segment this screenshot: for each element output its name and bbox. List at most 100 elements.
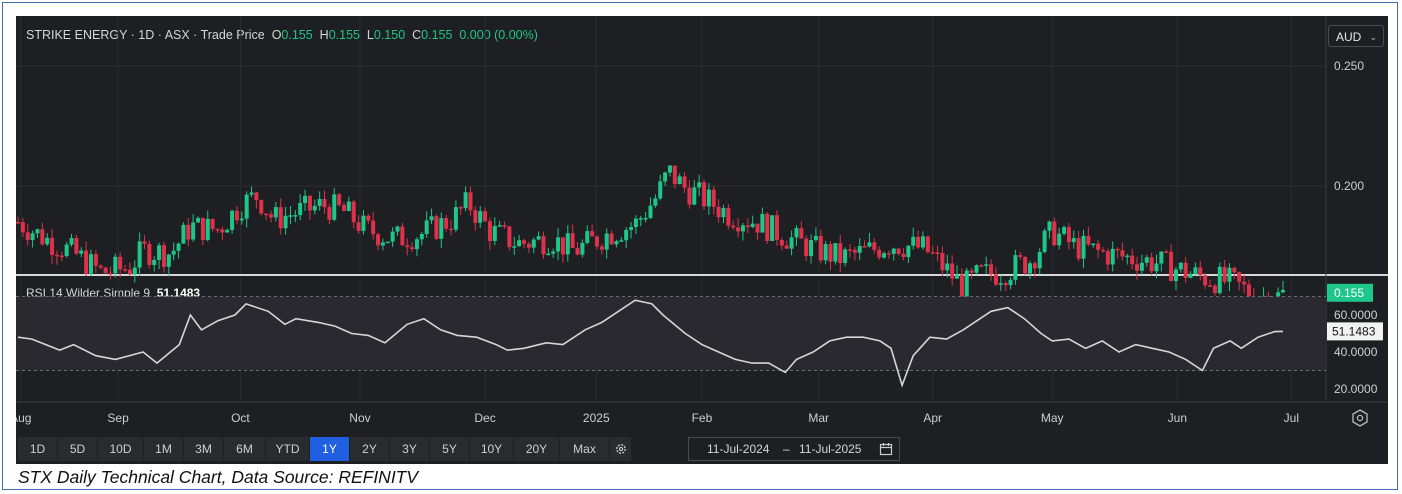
candle-body: [580, 242, 585, 255]
chevron-down-icon: ⌄: [1369, 32, 1377, 42]
candle-body: [317, 198, 322, 206]
candle-body: [327, 207, 332, 220]
currency-dropdown[interactable]: AUD ⌄: [1328, 25, 1384, 47]
candle-body: [984, 264, 989, 266]
candle-body: [1203, 275, 1208, 286]
candle-body: [303, 195, 308, 204]
candle-body: [147, 243, 152, 265]
candle-body: [1105, 251, 1110, 265]
candle-body: [896, 248, 901, 254]
candle-body: [288, 215, 293, 217]
candle-body: [740, 225, 745, 232]
candle-body: [989, 264, 994, 275]
candle-body: [376, 234, 381, 246]
candle-body: [779, 240, 784, 246]
candle-body: [531, 239, 536, 248]
close-label: C: [412, 28, 422, 42]
candle-body: [1115, 248, 1120, 251]
candle-body: [935, 252, 940, 254]
candle-body: [925, 236, 930, 253]
candle-body: [706, 189, 711, 207]
candle-body: [833, 243, 838, 262]
candle-body: [132, 267, 137, 275]
candle-body: [341, 204, 346, 211]
candle-body: [1100, 249, 1105, 252]
candle-body: [181, 224, 186, 244]
range-button-2y[interactable]: 2Y: [350, 437, 390, 461]
candle-body: [512, 246, 517, 248]
candle-body: [828, 244, 833, 262]
candle-body: [794, 228, 799, 238]
range-button-6m[interactable]: 6M: [224, 437, 266, 461]
candle-body: [254, 192, 259, 201]
candle-body: [283, 215, 288, 229]
range-button-20y[interactable]: 20Y: [514, 437, 560, 461]
candle-body: [633, 218, 638, 228]
candle-body: [1086, 235, 1091, 245]
range-button-10d[interactable]: 10D: [98, 437, 144, 461]
range-button-5y[interactable]: 5Y: [430, 437, 470, 461]
gear-icon[interactable]: [610, 437, 632, 461]
candle-body: [1232, 267, 1237, 273]
candle-body: [234, 210, 239, 221]
candle-body: [50, 237, 55, 255]
date-separator: –: [783, 442, 790, 456]
range-button-1y[interactable]: 1Y: [310, 437, 350, 461]
candle-body: [337, 194, 342, 205]
candle-body: [901, 253, 906, 258]
candle-body: [1081, 235, 1086, 259]
rsi-line: [17, 299, 1284, 388]
candle-body: [536, 236, 541, 240]
candle-body: [784, 245, 789, 249]
range-button-max[interactable]: Max: [560, 437, 610, 461]
candle-body: [137, 241, 142, 268]
candle-body: [1023, 257, 1028, 274]
candle-body: [969, 270, 974, 273]
range-button-3y[interactable]: 3Y: [390, 437, 430, 461]
candle-body: [979, 265, 984, 267]
hexagon-gear-icon[interactable]: [1351, 409, 1369, 427]
date-range-picker[interactable]: 11-Jul-2024 – 11-Jul-2025: [688, 437, 900, 461]
candle-body: [945, 263, 950, 271]
candle-body: [16, 222, 20, 224]
last-price-badge: [1327, 283, 1373, 302]
candle-body: [648, 205, 653, 218]
range-button-5d[interactable]: 5D: [58, 437, 98, 461]
range-button-1d[interactable]: 1D: [18, 437, 58, 461]
candle-body: [356, 222, 361, 231]
candle-body: [84, 250, 89, 274]
candle-body: [59, 255, 64, 258]
candle-body: [1018, 255, 1023, 258]
candle-body: [497, 225, 502, 227]
candle-body: [30, 233, 35, 240]
candle-body: [653, 198, 658, 206]
candle-body: [667, 165, 672, 173]
candle-body: [88, 254, 93, 274]
range-button-1m[interactable]: 1M: [144, 437, 184, 461]
candle-body: [1281, 289, 1285, 293]
candle-body: [380, 242, 385, 246]
candle-body: [25, 232, 30, 240]
candle-body: [823, 244, 828, 261]
candle-body: [351, 201, 356, 223]
range-button-3m[interactable]: 3M: [184, 437, 224, 461]
candle-body: [312, 205, 317, 211]
range-button-10y[interactable]: 10Y: [470, 437, 514, 461]
candle-body: [176, 243, 181, 251]
candle-body: [93, 254, 98, 266]
candle-body: [731, 225, 736, 228]
candle-body: [64, 244, 69, 257]
candle-body: [487, 221, 492, 241]
candle-body: [643, 217, 648, 220]
range-button-ytd[interactable]: YTD: [266, 437, 310, 461]
figure-caption: STX Daily Technical Chart, Data Source: …: [18, 467, 419, 487]
candle-body: [663, 172, 668, 182]
candle-body: [1144, 257, 1149, 263]
candle-body: [1164, 251, 1169, 254]
candle-body: [886, 253, 891, 255]
candle-body: [322, 198, 327, 208]
candle-body: [862, 246, 867, 248]
candle-body: [1042, 230, 1047, 252]
close-value: 0.155: [421, 28, 453, 42]
x-tick-label: Mar: [808, 411, 829, 425]
